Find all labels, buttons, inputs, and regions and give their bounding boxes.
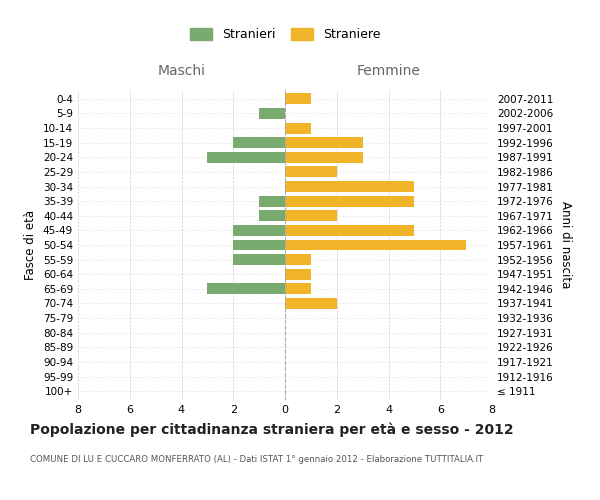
- Bar: [233, 225, 285, 236]
- Bar: [285, 196, 415, 206]
- Bar: [259, 108, 285, 119]
- Bar: [233, 137, 285, 148]
- Bar: [285, 298, 337, 309]
- Text: Maschi: Maschi: [157, 64, 205, 78]
- Bar: [285, 181, 415, 192]
- Text: Femmine: Femmine: [356, 64, 421, 78]
- Bar: [285, 137, 362, 148]
- Bar: [285, 210, 337, 221]
- Bar: [285, 269, 311, 280]
- Text: COMUNE DI LU E CUCCARO MONFERRATO (AL) - Dati ISTAT 1° gennaio 2012 - Elaborazio: COMUNE DI LU E CUCCARO MONFERRATO (AL) -…: [30, 455, 483, 464]
- Legend: Stranieri, Straniere: Stranieri, Straniere: [190, 28, 380, 42]
- Bar: [285, 94, 311, 104]
- Y-axis label: Fasce di età: Fasce di età: [25, 210, 37, 280]
- Bar: [233, 254, 285, 265]
- Bar: [259, 196, 285, 206]
- Text: Popolazione per cittadinanza straniera per età e sesso - 2012: Popolazione per cittadinanza straniera p…: [30, 422, 514, 437]
- Bar: [285, 240, 466, 250]
- Y-axis label: Anni di nascita: Anni di nascita: [559, 202, 572, 288]
- Bar: [233, 240, 285, 250]
- Bar: [285, 284, 311, 294]
- Bar: [285, 166, 337, 177]
- Bar: [285, 254, 311, 265]
- Bar: [259, 210, 285, 221]
- Bar: [285, 122, 311, 134]
- Bar: [285, 152, 362, 162]
- Bar: [285, 225, 415, 236]
- Bar: [208, 152, 285, 162]
- Bar: [208, 284, 285, 294]
